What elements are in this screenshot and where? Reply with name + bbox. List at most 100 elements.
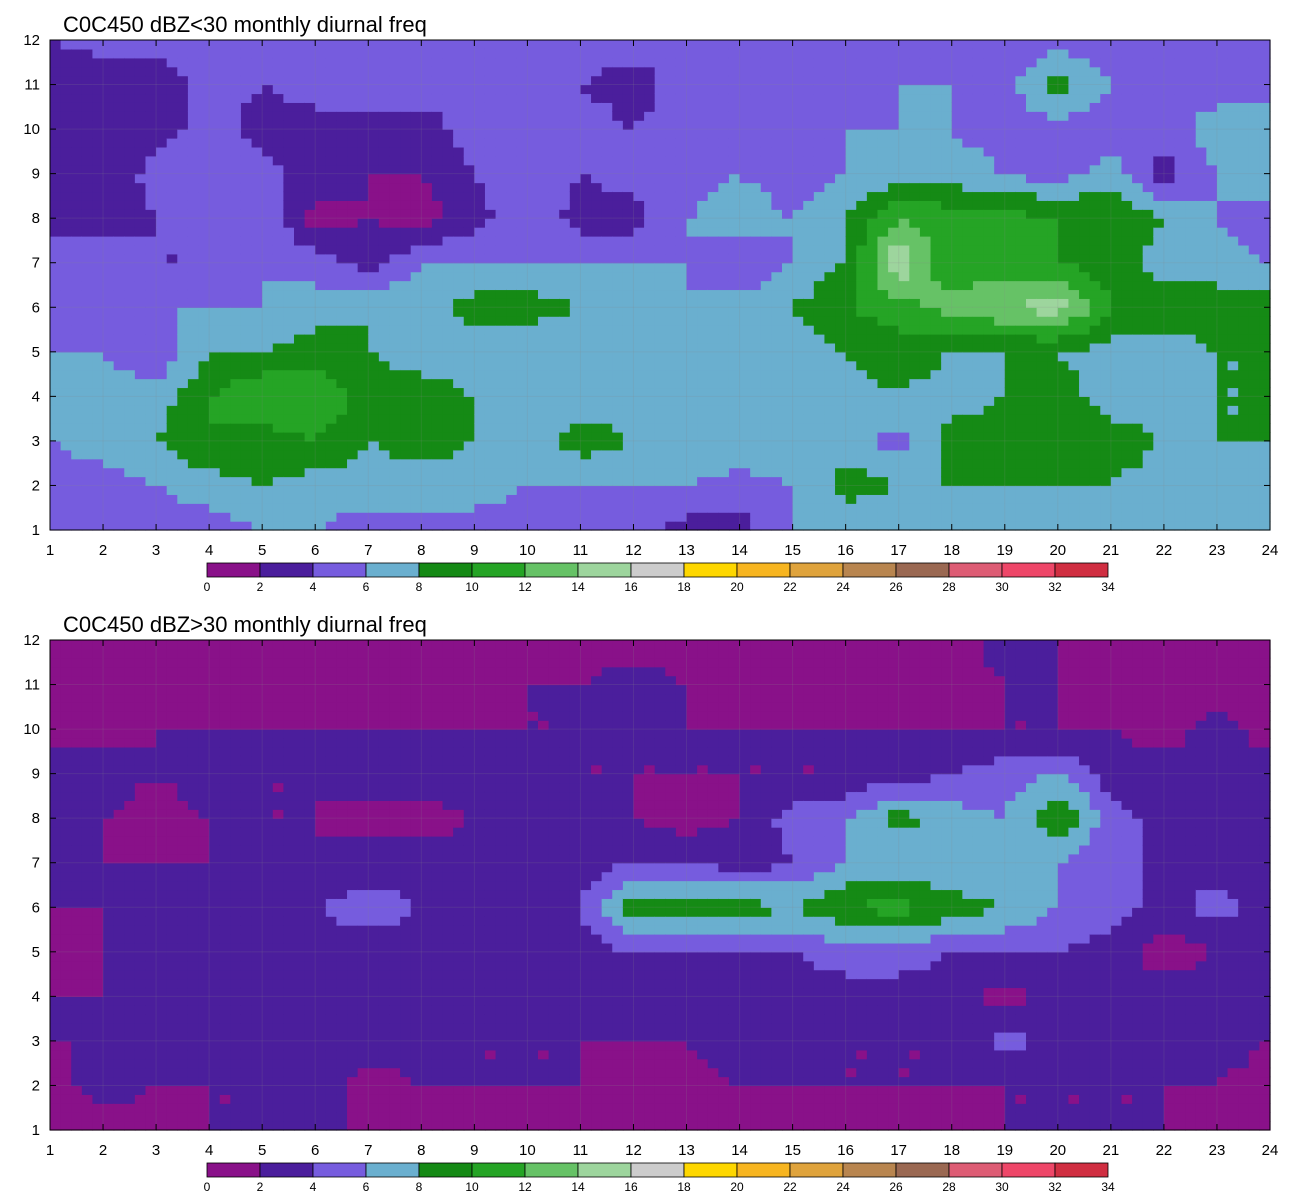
contour-cell [230,476,242,487]
contour-cell [495,298,507,308]
contour-cell [145,111,157,121]
contour-cell [336,48,348,59]
contour-cell [240,129,253,139]
contour-cell [739,396,751,406]
contour-cell [654,111,666,121]
contour-cell [389,40,401,50]
contour-cell [612,405,624,415]
contour-cell [506,423,518,433]
contour-cell [506,503,518,513]
contour-cell [378,236,391,246]
contour-cell [951,521,963,531]
contour-cell [771,111,783,121]
contour-cell [845,298,857,308]
contour-cell [665,289,677,299]
contour-cell [272,253,284,264]
contour-cell [686,253,698,264]
contour-cell [230,458,242,469]
contour-cell [410,476,422,487]
contour-cell [230,57,242,68]
contour-cell [368,75,380,86]
contour-cell [654,423,666,433]
contour-cell [930,503,942,513]
contour-cell [909,253,921,264]
contour-cell [145,182,157,193]
contour-cell [866,200,879,210]
contour-cell [516,396,528,406]
contour-cell [230,423,242,433]
contour-cell [166,307,178,317]
contour-cell [336,75,348,86]
contour-cell [612,351,624,362]
contour-cell [591,387,603,397]
contour-cell [591,485,603,495]
contour-cell [675,369,688,380]
contour-cell [230,271,242,282]
contour-cell [294,66,306,77]
contour-cell [718,111,730,121]
contour-cell [707,40,719,50]
contour-cell [198,146,210,157]
contour-cell [813,173,826,184]
contour-cell [877,236,889,246]
contour-cell [389,191,401,201]
contour-cell [431,262,444,273]
contour-cell [622,440,635,451]
contour-cell [410,289,422,299]
contour-cell [845,494,857,504]
contour-cell [368,48,380,59]
contour-cell [760,93,772,103]
contour-cell [548,164,560,175]
contour-cell [845,146,857,157]
contour-cell [230,209,242,219]
contour-cell [283,66,295,77]
contour-cell [835,298,847,308]
contour-cell [410,280,422,291]
contour-cell [463,129,475,139]
contour-cell [930,102,942,112]
contour-cell [421,342,433,353]
contour-cell [909,440,921,451]
contour-cell [463,449,475,460]
contour-cell [315,387,327,397]
contour-cell [92,244,104,255]
contour-cell [378,360,391,371]
contour-cell [941,316,953,326]
contour-cell [410,351,422,362]
contour-cell [601,93,613,103]
contour-cell [909,467,921,478]
contour-cell [580,360,592,371]
contour-cell [718,271,730,282]
contour-cell [156,316,168,326]
contour-cell [644,467,656,478]
contour-cell [145,316,157,326]
contour-cell [559,334,571,344]
contour-cell [792,209,804,219]
contour-cell [187,449,200,460]
contour-cell [654,449,666,460]
contour-cell [813,218,826,228]
contour-cell [771,334,783,344]
contour-cell [686,218,698,228]
contour-cell [262,75,274,86]
contour-cell [325,494,338,504]
contour-cell [431,200,444,210]
contour-cell [336,342,348,353]
contour-cell [803,191,815,201]
contour-cell [304,512,316,522]
contour-cell [251,146,263,157]
contour-cell [919,66,932,77]
contour-cell [622,138,635,148]
contour-cell [410,138,422,148]
contour-cell [60,191,72,201]
contour-cell [919,48,932,59]
contour-cell [760,244,772,255]
contour-cell [251,66,263,77]
contour-cell [421,57,433,68]
contour-cell [919,307,932,317]
contour-cell [994,298,1006,308]
contour-cell [909,396,921,406]
contour-cell [230,521,242,531]
contour-cell [644,325,656,335]
contour-cell [856,440,868,451]
